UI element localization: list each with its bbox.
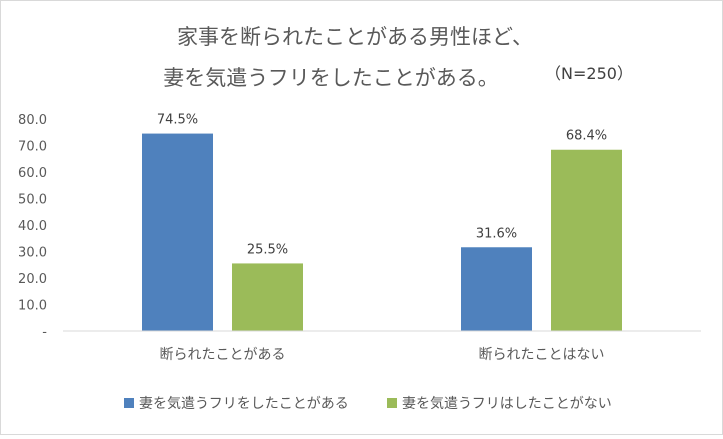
data-label: 31.6%: [476, 226, 517, 241]
bar-2-2: [551, 149, 622, 331]
bar-2-1: [232, 263, 303, 331]
y-tick-label: 20.0: [18, 272, 47, 287]
category-label: 断られたことはない: [479, 347, 605, 363]
data-label: 74.5%: [157, 113, 198, 128]
y-tick-label: 40.0: [18, 219, 47, 234]
y-tick-label: 70.0: [18, 140, 47, 155]
y-tick-label: 30.0: [18, 246, 47, 261]
category-label: 断られたことがある: [160, 347, 286, 363]
bar-1-1: [142, 133, 213, 331]
y-tick-label: 80.0: [18, 113, 47, 128]
legend-swatch: [124, 398, 134, 408]
legend-swatch: [387, 398, 397, 408]
y-tick-label: 50.0: [18, 193, 47, 208]
legend-label: 妻を気遣うフリはしたことがない: [402, 396, 612, 412]
legend: 妻を気遣うフリをしたことがある 妻を気遣うフリはしたことがない: [124, 396, 612, 412]
data-labels-group: 74.5% 25.5% 31.6% 68.4%: [157, 113, 607, 258]
y-tick-label: -: [42, 325, 47, 340]
bar-1-2: [461, 247, 532, 331]
y-axis: 80.0 70.0 60.0 50.0 40.0 30.0 20.0 10.0 -: [18, 113, 47, 340]
y-tick-label: 60.0: [18, 166, 47, 181]
x-axis: 断られたことがある 断られたことはない: [63, 330, 701, 363]
legend-label: 妻を気遣うフリをしたことがある: [139, 396, 349, 412]
chart-title-line-1: 家事を断られたことがある男性ほど、: [177, 25, 533, 49]
y-tick-label: 10.0: [18, 299, 47, 314]
data-label: 68.4%: [566, 129, 607, 144]
bars-group: [142, 133, 622, 331]
chart-title-line-2: 妻を気遣うフリをしたことがある。: [163, 66, 499, 90]
sample-size-label: （N=250）: [545, 64, 633, 83]
data-label: 25.5%: [247, 242, 288, 257]
